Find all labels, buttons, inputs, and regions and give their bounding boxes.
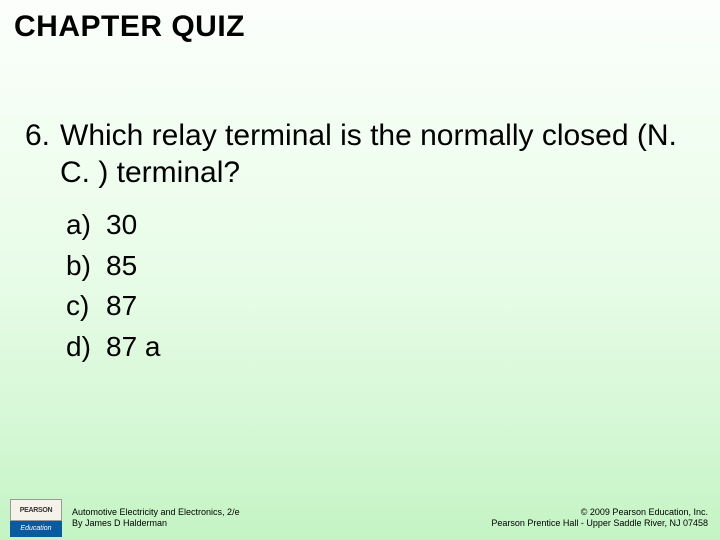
option-a: a) 30 [66, 205, 700, 246]
option-text: 85 [106, 246, 700, 287]
publisher-line: Pearson Prentice Hall - Upper Saddle Riv… [491, 518, 708, 529]
option-text: 87 a [106, 327, 700, 368]
option-letter: d) [66, 327, 106, 368]
option-text: 30 [106, 205, 700, 246]
options-list: a) 30 b) 85 c) 87 d) 87 a [66, 205, 700, 367]
option-b: b) 85 [66, 246, 700, 287]
footer: PEARSON Education Automotive Electricity… [0, 496, 720, 540]
chapter-title: CHAPTER QUIZ [14, 10, 245, 44]
footer-left: Automotive Electricity and Electronics, … [72, 507, 240, 530]
logo-top-text: PEARSON [10, 499, 62, 521]
question-block: 6. Which relay terminal is the normally … [14, 118, 700, 368]
question-text: Which relay terminal is the normally clo… [60, 118, 700, 191]
footer-right: © 2009 Pearson Education, Inc. Pearson P… [491, 507, 708, 530]
question-row: 6. Which relay terminal is the normally … [14, 118, 700, 191]
pearson-logo: PEARSON Education [10, 499, 62, 537]
copyright-line: © 2009 Pearson Education, Inc. [491, 507, 708, 518]
slide-container: CHAPTER QUIZ 6. Which relay terminal is … [0, 0, 720, 540]
logo-bottom-text: Education [10, 521, 62, 537]
question-number: 6. [14, 118, 60, 191]
option-c: c) 87 [66, 286, 700, 327]
option-d: d) 87 a [66, 327, 700, 368]
author-line: By James D Halderman [72, 518, 240, 529]
book-title: Automotive Electricity and Electronics, … [72, 507, 240, 518]
option-letter: c) [66, 286, 106, 327]
option-text: 87 [106, 286, 700, 327]
option-letter: b) [66, 246, 106, 287]
option-letter: a) [66, 205, 106, 246]
